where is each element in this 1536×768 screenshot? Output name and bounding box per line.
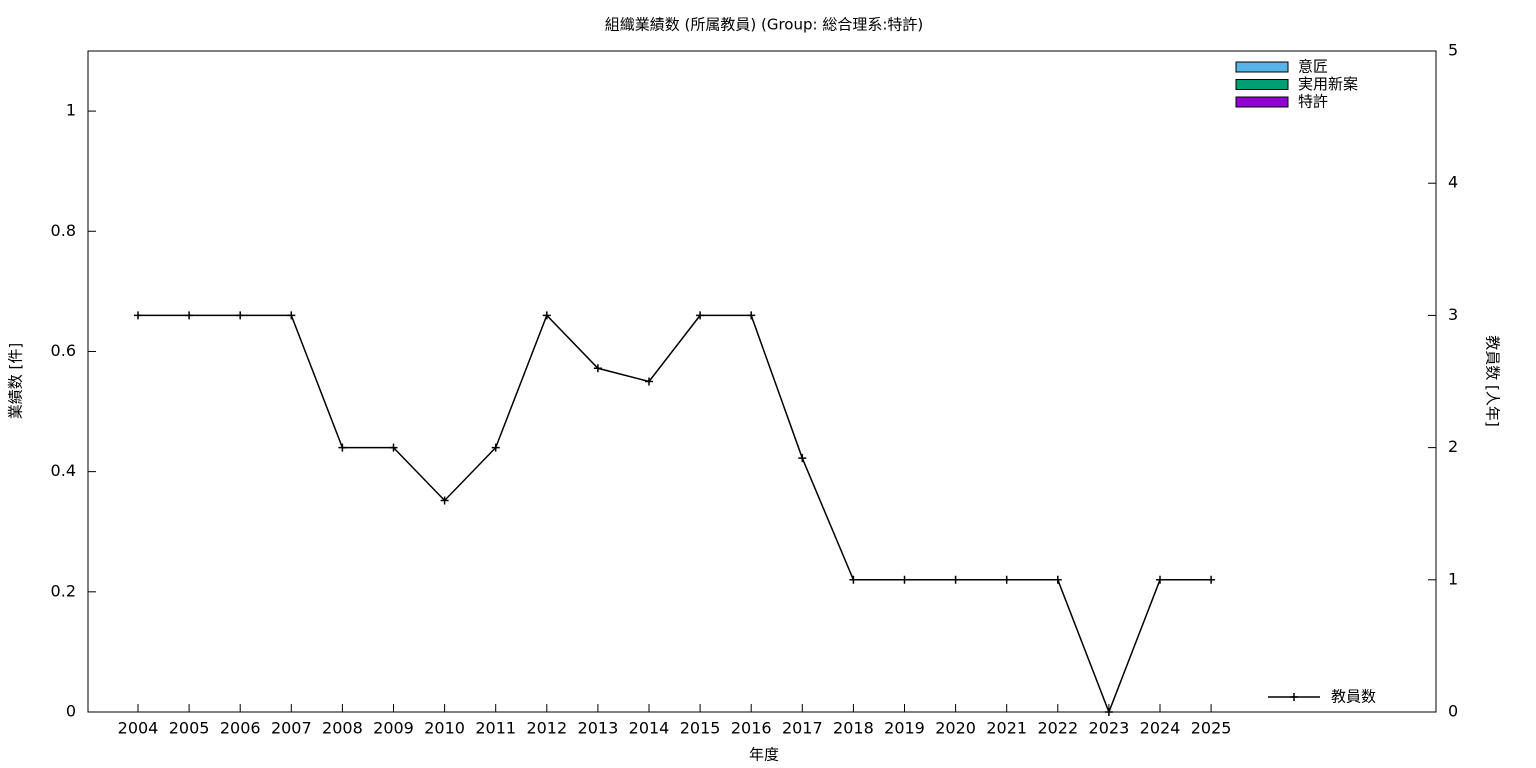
point <box>747 311 756 320</box>
legend-label: 意匠 <box>1298 58 1328 76</box>
point <box>593 364 602 373</box>
x-tick-label: 2014 <box>629 719 670 738</box>
x-tick-label: 2007 <box>271 719 312 738</box>
y2-tick-label: 1 <box>1448 569 1458 588</box>
x-tick-label: 2024 <box>1140 719 1181 738</box>
legend-swatch <box>1235 79 1289 90</box>
legend-label: 教員数 <box>1331 688 1376 706</box>
x-tick-label: 2020 <box>935 719 976 738</box>
point <box>134 311 142 320</box>
y-tick-label: 1 <box>66 101 76 120</box>
x-tick-label: 2023 <box>1089 719 1130 738</box>
legend-swatch <box>1235 61 1289 73</box>
y-axis-label: 業績数 [件] <box>7 343 25 419</box>
x-tick-label: 2022 <box>1037 719 1078 738</box>
legend-label: 実用新案 <box>1298 75 1358 93</box>
x-tick-label: 2019 <box>884 719 925 738</box>
y2-tick-label: 2 <box>1448 437 1458 456</box>
y-tick-label: 0.6 <box>51 341 76 360</box>
y2-tick-label: 0 <box>1448 702 1458 721</box>
point <box>185 311 194 320</box>
point <box>287 311 296 320</box>
x-tick-label: 2015 <box>680 719 721 738</box>
point <box>389 443 398 452</box>
x-tick-label: 2016 <box>731 719 772 738</box>
y2-tick-label: 3 <box>1448 305 1458 324</box>
y-tick-label: 0.8 <box>51 221 76 240</box>
y-tick-label: 0.2 <box>51 581 76 600</box>
point <box>1156 575 1164 584</box>
y2-tick-label: 4 <box>1448 173 1458 192</box>
x-tick-label: 2021 <box>986 719 1027 738</box>
x-tick-label: 2006 <box>220 719 261 738</box>
legend-point <box>1290 693 1298 701</box>
x-tick-label: 2010 <box>424 719 465 738</box>
line <box>138 314 1212 715</box>
x-tick-label: 2009 <box>373 719 414 738</box>
point <box>849 575 858 584</box>
x-tick-label: 2017 <box>782 719 823 738</box>
x-tick-label: 2005 <box>169 719 210 738</box>
point <box>798 454 807 463</box>
y2-axis-label: 教員数 [人年] <box>1484 335 1502 426</box>
x-axis-label: 年度 <box>749 746 779 764</box>
point <box>542 311 551 320</box>
point <box>1207 575 1216 584</box>
plot-frame <box>87 50 1437 713</box>
point <box>1002 575 1011 584</box>
x-tick-label: 2004 <box>118 719 159 738</box>
chart-title: 組織業績数 (所属教員) (Group: 総合理系:特許) <box>605 16 924 34</box>
x-tick-label: 2018 <box>833 719 874 738</box>
point <box>645 377 653 386</box>
x-tick-label: 2025 <box>1191 719 1232 738</box>
x-tick-label: 2008 <box>322 719 363 738</box>
point <box>491 443 500 452</box>
y-tick-label: 0 <box>66 702 76 721</box>
point <box>1053 575 1062 584</box>
point <box>1104 708 1113 716</box>
x-tick-label: 2013 <box>578 719 619 738</box>
point <box>696 311 705 320</box>
y2-tick-label: 5 <box>1448 41 1458 60</box>
x-tick-label: 2011 <box>475 719 516 738</box>
point <box>951 575 960 584</box>
point <box>338 443 347 452</box>
legend-label: 特許 <box>1298 93 1328 111</box>
point <box>900 575 909 584</box>
x-tick-label: 2012 <box>526 719 567 738</box>
point <box>236 311 245 320</box>
point <box>440 496 449 505</box>
legend-swatch <box>1235 96 1289 108</box>
y-tick-label: 0.4 <box>51 461 76 480</box>
